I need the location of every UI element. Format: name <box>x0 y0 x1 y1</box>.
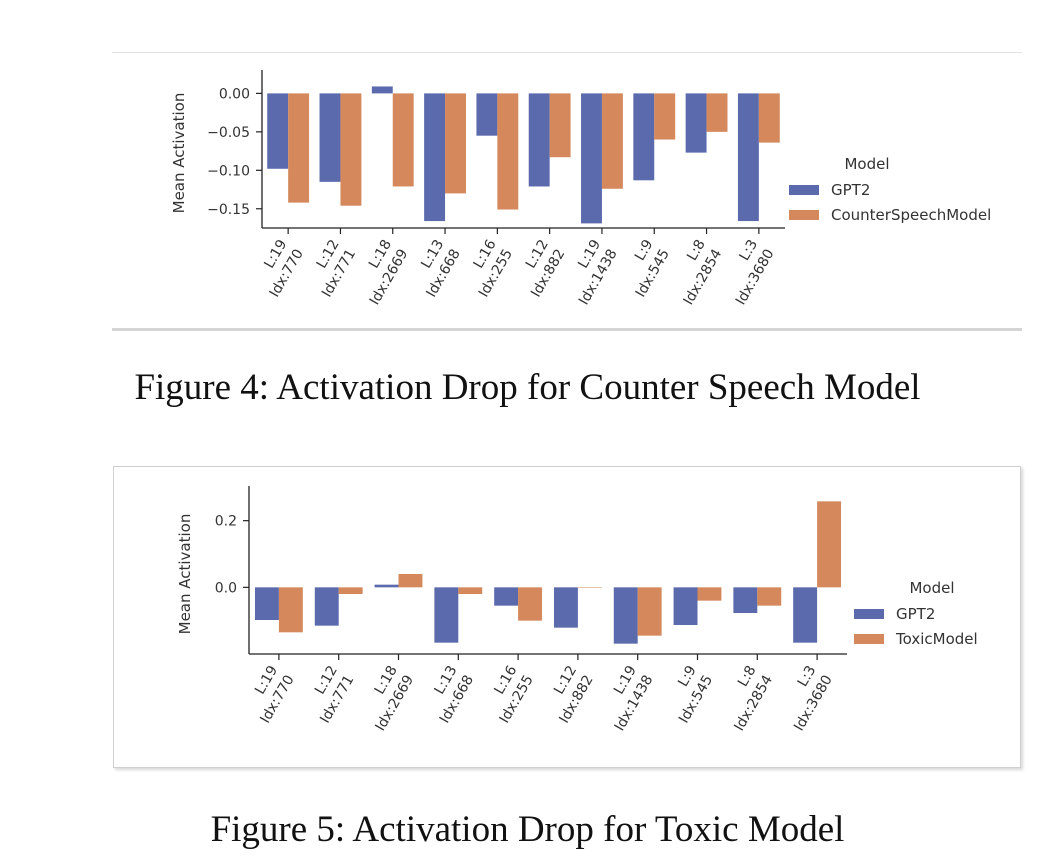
y-axis-label: Mean Activation <box>170 93 188 214</box>
bar-counterspeechmodel <box>706 93 728 132</box>
bar-counterspeechmodel <box>340 93 362 206</box>
figure-4-chart: 0.00 −0.05 −0.10 −0.15 Mean Activation L:19Id… <box>170 70 991 308</box>
legend-label-toxicmodel: ToxicModel <box>895 630 978 648</box>
bar-counterspeechmodel <box>654 93 676 140</box>
bar-toxicmodel <box>518 587 543 621</box>
y-tick-label: 0.0 <box>215 580 237 596</box>
bar-gpt2 <box>613 587 638 644</box>
figure-5-caption: Figure 5: Activation Drop for Toxic Mode… <box>210 809 845 850</box>
bar-gpt2 <box>685 93 707 153</box>
bar-toxicmodel <box>458 587 483 594</box>
bar-toxicmodel <box>398 574 423 588</box>
legend-swatch-gpt2 <box>854 609 884 619</box>
bar-counterspeechmodel <box>497 93 519 210</box>
bar-gpt2 <box>633 93 655 181</box>
y-tick-label: −0.05 <box>207 125 250 141</box>
bar-counterspeechmodel <box>601 93 623 189</box>
figure-5-panel: 0.2 0.0 Mean Activation L:19 Idx:770 L:12 Idx:… <box>113 466 1021 768</box>
y-tick-label: −0.15 <box>207 202 250 218</box>
bar-counterspeechmodel <box>758 93 780 143</box>
bar-toxicmodel <box>817 501 842 588</box>
legend-title: Model <box>844 155 889 173</box>
bar-toxicmodel <box>637 587 662 636</box>
bar-toxicmodel <box>338 587 363 594</box>
legend-swatch-toxicmodel <box>854 634 884 644</box>
bar-gpt2 <box>254 587 279 620</box>
bar-counterspeechmodel <box>392 93 414 187</box>
y-tick-label: 0.2 <box>215 514 237 530</box>
legend-swatch-counterspeechmodel <box>789 210 819 220</box>
bar-gpt2 <box>494 587 519 606</box>
bar-toxicmodel <box>278 587 303 633</box>
bar-gpt2 <box>314 587 339 626</box>
bar-gpt2 <box>371 86 393 94</box>
legend-label-gpt2: GPT2 <box>831 181 870 199</box>
bar-toxicmodel <box>577 587 602 588</box>
bar-counterspeechmodel <box>549 93 571 158</box>
bar-gpt2 <box>793 587 818 643</box>
bar-gpt2 <box>319 93 341 182</box>
y-axis-label: Mean Activation <box>176 514 194 635</box>
bar-gpt2 <box>476 93 498 136</box>
bar-gpt2 <box>581 93 602 224</box>
bar-gpt2 <box>374 584 399 588</box>
bar-gpt2 <box>673 587 698 625</box>
bar-gpt2 <box>553 587 578 628</box>
bar-gpt2 <box>737 93 759 222</box>
bar-toxicmodel <box>757 587 782 606</box>
figure-4-caption: Figure 4: Activation Drop for Counter Sp… <box>134 367 921 408</box>
figure-4-panel: 0.00 −0.05 −0.10 −0.15 Mean Activation L:19 Id… <box>112 52 1022 331</box>
bar-counterspeechmodel <box>445 93 466 194</box>
bar-counterspeechmodel <box>288 93 310 203</box>
y-tick-label: 0.00 <box>219 86 250 102</box>
bar-toxicmodel <box>697 587 722 601</box>
bar-gpt2 <box>424 93 446 222</box>
y-tick-label: −0.10 <box>207 163 250 179</box>
bar-gpt2 <box>733 587 758 613</box>
bar-gpt2 <box>267 93 289 169</box>
legend-title: Model <box>909 579 954 597</box>
bar-gpt2 <box>528 93 550 187</box>
legend-label-counterspeechmodel: CounterSpeechModel <box>831 206 991 224</box>
legend-label-gpt2: GPT2 <box>896 605 935 623</box>
bar-gpt2 <box>434 587 459 643</box>
legend-swatch-gpt2 <box>789 185 819 195</box>
